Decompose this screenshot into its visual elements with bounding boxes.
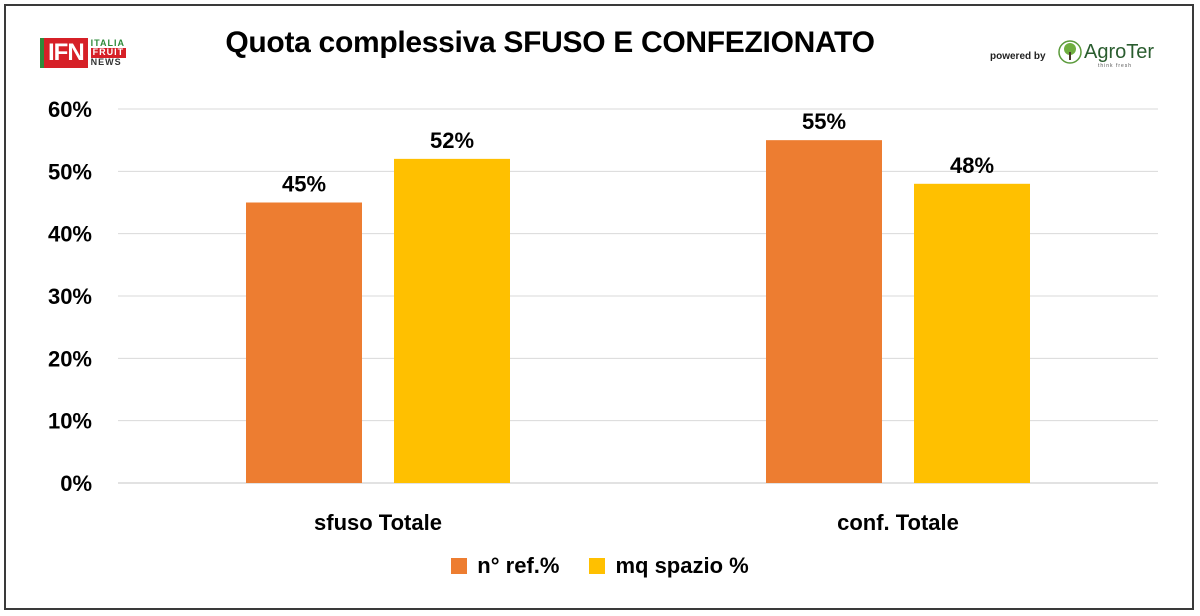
bar — [914, 183, 1030, 484]
agroter-logo-text: AgroTer — [1084, 40, 1155, 63]
y-tick-label: 10% — [48, 409, 92, 434]
agroter-logo: AgroTer — [1058, 40, 1154, 64]
legend-label: mq spazio % — [615, 553, 749, 578]
agroter-tagline: think fresh — [1098, 63, 1133, 69]
ifn-logo: IFN ITALIA FRUIT NEWS — [40, 37, 127, 69]
powered-by-label: powered by — [990, 51, 1046, 62]
y-tick-label: 60% — [48, 97, 92, 122]
ifn-logo-text: ITALIA FRUIT NEWS — [90, 37, 127, 68]
y-tick-label: 50% — [48, 159, 92, 184]
data-label: 45% — [282, 172, 326, 197]
y-tick-label: 30% — [48, 284, 92, 309]
y-tick-label: 20% — [48, 346, 92, 371]
chart-legend: n° ref.% mq spazio % — [0, 553, 1200, 579]
tree-icon — [1058, 40, 1082, 64]
y-tick-label: 40% — [48, 222, 92, 247]
x-tick-label: conf. Totale — [837, 510, 959, 535]
x-tick-label: sfuso Totale — [314, 510, 442, 535]
bar — [766, 140, 882, 483]
bar — [246, 202, 362, 483]
ifn-logo-mark: IFN — [40, 38, 88, 68]
chart-title: Quota complessiva SFUSO E CONFEZIONATO — [225, 26, 875, 59]
data-label: 55% — [802, 109, 846, 134]
bar — [394, 158, 510, 483]
legend-item: mq spazio % — [589, 553, 749, 579]
ifn-logo-line1: ITALIA — [90, 37, 125, 48]
data-label: 48% — [950, 153, 994, 178]
ifn-logo-line2: FRUIT — [90, 47, 127, 58]
legend-swatch — [451, 558, 468, 574]
legend-label: n° ref.% — [477, 553, 560, 578]
legend-swatch — [589, 558, 606, 574]
y-tick-label: 0% — [60, 471, 92, 496]
legend-item: n° ref.% — [451, 553, 559, 579]
ifn-logo-line3: NEWS — [90, 56, 122, 67]
data-label: 52% — [430, 128, 474, 153]
